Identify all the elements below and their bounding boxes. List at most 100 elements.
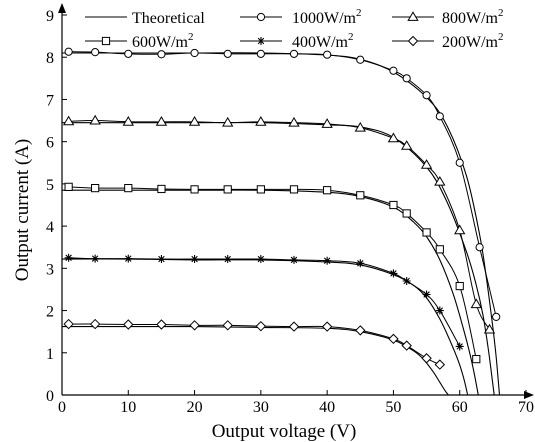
series-triangle [62,114,496,334]
theoretical-curves [62,52,501,395]
star-marker [356,259,365,268]
square-marker [289,185,299,194]
star-marker [323,256,332,265]
square-marker [91,184,100,193]
star-marker [91,254,100,263]
square-marker [256,185,265,194]
circle-marker [190,48,199,58]
y-tick-label: 7 [46,92,54,109]
circle-marker [289,49,299,58]
measured-series [62,47,501,370]
star-marker [256,255,265,264]
square-marker [190,185,199,194]
legend-label: 1000W/m2 [292,7,362,27]
legend-unit-superscript: 2 [498,31,504,43]
square-marker [101,36,111,46]
square-marker [356,191,365,200]
circle-marker [475,243,484,252]
axes: 0 10 20 30 40 50 60 70 0 1 2 3 4 5 6 7 8 9 Output voltage … [12,3,534,442]
series-star [64,253,464,351]
star-marker [64,253,73,262]
x-tick-label: 0 [58,399,66,416]
circle-marker [422,91,431,100]
circle-marker [356,55,365,64]
circle-marker [435,112,444,121]
series-diamond [63,318,446,370]
series-line [68,257,461,347]
y-axis-title: Output current (A) [12,139,33,281]
star-marker [290,255,298,264]
circle-marker [492,312,501,321]
circle-marker [455,158,464,167]
series-square [64,182,481,364]
square-marker [422,228,431,237]
square-marker [157,184,166,194]
star-marker [257,37,265,45]
legend-label: 600W/m2 [132,31,194,51]
triangle-marker [188,116,201,126]
triangle-marker [321,118,333,128]
legend-item: 600W/m2 [85,31,194,51]
triangle-marker [222,116,234,127]
x-axis-title: Output voltage (V) [212,421,357,442]
diamond-marker [288,321,300,332]
square-marker [472,355,481,364]
triangle-marker [255,116,267,126]
y-tick-label: 4 [46,219,54,236]
circle-marker [64,47,73,56]
star-marker [223,255,232,264]
triangle-marker [387,132,400,143]
legend-label: 800W/m2 [442,7,504,27]
y-tick-label: 0 [46,388,54,405]
circle-marker [402,74,411,83]
square-marker [402,209,411,218]
circle-marker [389,66,398,75]
legend-unit-superscript: 2 [498,7,504,19]
x-tick-label: 70 [518,399,534,416]
triangle-marker [401,140,413,150]
diamond-marker [222,320,233,331]
square-marker [323,186,332,195]
circle-marker [157,50,166,59]
y-tick-label: 8 [46,50,54,67]
circle-marker [323,50,332,59]
square-marker [64,182,73,191]
star-marker [124,254,133,263]
star-marker [435,306,444,315]
circle-marker [256,49,265,58]
y-tick-label: 3 [46,261,54,278]
legend-label: 200W/m2 [442,31,504,51]
diamond-marker [355,325,366,336]
square-marker [455,281,464,291]
triangle-marker [470,298,482,309]
diamond-marker [407,35,419,47]
triangle-marker [62,115,75,126]
theoretical-line [62,52,501,395]
theoretical-line [62,121,495,395]
legend-item: 800W/m2 [392,7,504,27]
triangle-marker [483,323,496,334]
x-tick-label: 20 [187,399,203,416]
legend-item: 1000W/m2 [240,7,362,27]
legend-unit-superscript: 2 [188,31,194,43]
legend-label: 400W/m2 [292,31,354,51]
triangle-marker [122,116,134,126]
square-marker [389,200,398,210]
legend-unit-superscript: 2 [348,31,354,43]
diamond-marker [156,319,167,330]
legend-item: Theoretical [85,10,205,27]
y-tick-label: 2 [46,304,54,321]
triangle-marker [407,11,419,21]
triangle-marker [434,175,446,186]
square-marker [124,184,133,193]
x-tick-label: 60 [452,399,468,416]
triangle-marker [288,116,300,127]
legend-item: 400W/m2 [240,31,354,51]
star-marker [422,290,431,299]
diamond-marker [63,318,74,330]
series-line [68,51,497,318]
circle-marker [91,48,100,57]
star-marker [402,277,411,285]
series-line [68,186,477,360]
